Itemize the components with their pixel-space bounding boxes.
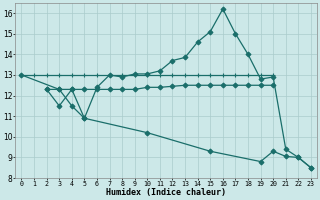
X-axis label: Humidex (Indice chaleur): Humidex (Indice chaleur) bbox=[106, 188, 226, 197]
